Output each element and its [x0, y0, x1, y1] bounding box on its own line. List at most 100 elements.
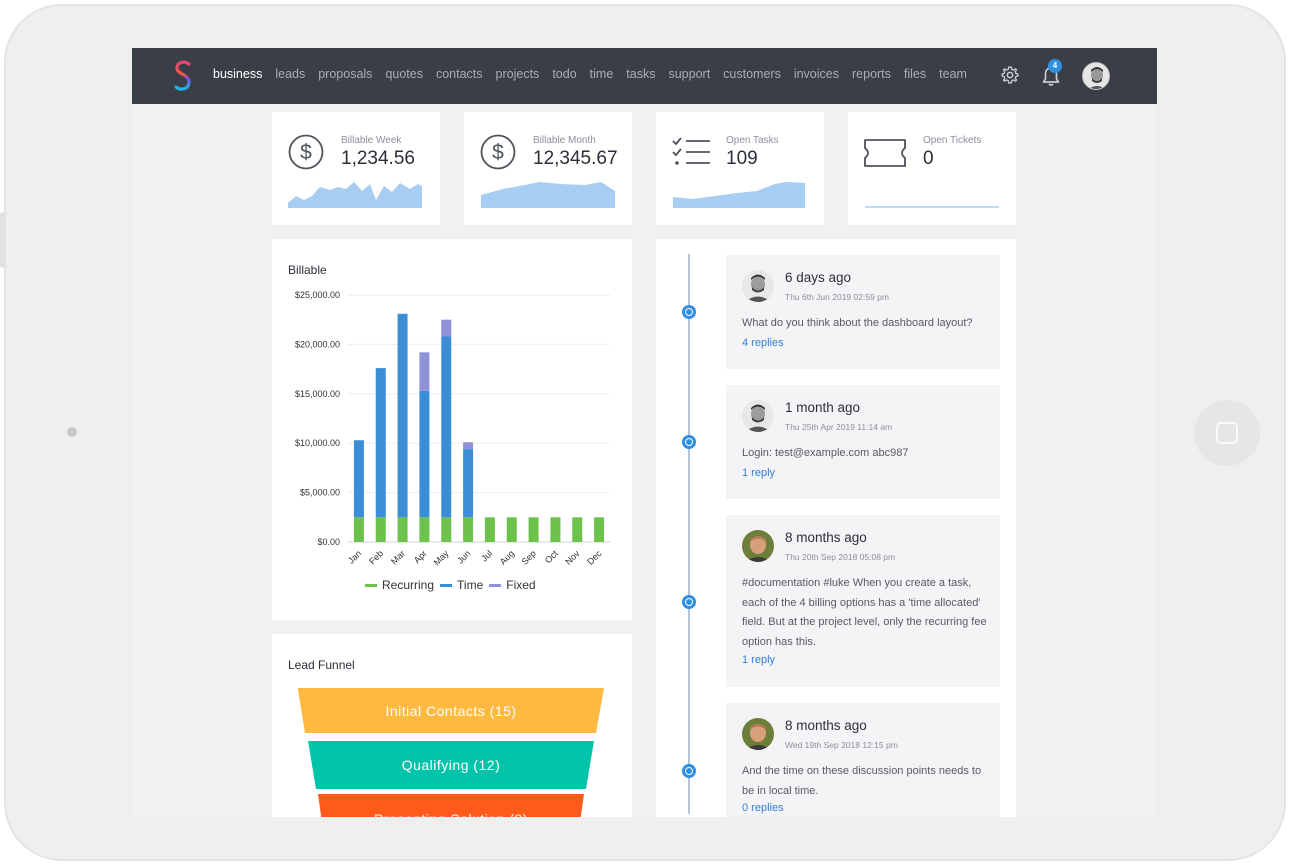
user-avatar[interactable] [1082, 62, 1110, 90]
discussion-relative-time: 6 days ago [785, 270, 852, 285]
nav-leads[interactable]: leads [275, 67, 306, 81]
discussion-relative-time: 8 months ago [785, 530, 867, 545]
timeline-dot [682, 595, 696, 609]
x-tick-label: Sep [520, 548, 538, 566]
billable-bar-chart: $0.00 $5,000.00 $10,000.00 $15,000.00 $20,00… [295, 290, 610, 567]
nav-time[interactable]: time [589, 67, 614, 81]
x-tick-label: May [432, 548, 451, 567]
nav-business[interactable]: business [213, 67, 263, 81]
avatar [742, 530, 774, 562]
stat-value: 12,345.67 [533, 148, 618, 169]
bar-segment-fixed [463, 442, 474, 450]
x-tick-label: Nov [563, 548, 582, 567]
nav-files[interactable]: files [903, 67, 927, 81]
avatar [742, 270, 774, 302]
nav-proposals[interactable]: proposals [318, 67, 373, 81]
funnel-stage-qualifying[interactable]: Qualifying (12) [401, 757, 501, 773]
timeline-dot [682, 435, 696, 449]
timeline-dot [682, 764, 696, 778]
replies-link[interactable]: 4 replies [742, 337, 784, 349]
timeline-dot [682, 305, 696, 319]
discussion-item[interactable]: 6 days ago Thu 6th Jun 2019 02:59 pm Wha… [726, 255, 1000, 369]
x-tick-label: Jan [346, 548, 363, 565]
nav-quotes[interactable]: quotes [385, 67, 423, 81]
stat-label: Open Tasks [726, 135, 779, 146]
nav-reports[interactable]: reports [852, 67, 891, 81]
bar-segment-recurring [550, 517, 561, 542]
avatar [742, 400, 774, 432]
svg-text:$: $ [300, 141, 312, 164]
y-tick-label: $25,000.00 [295, 290, 340, 300]
discussion-date: Wed 19th Sep 2018 12:15 pm [785, 740, 898, 750]
tablet-home-button[interactable] [1194, 400, 1260, 466]
billable-chart-card: Billable $0.00 $5,000.00 $10,000.00 $15,000… [272, 239, 632, 620]
legend-item-fixed[interactable]: Fixed [489, 578, 536, 592]
replies-link[interactable]: 1 reply [742, 467, 776, 479]
discussion-date: Thu 20th Sep 2018 05:08 pm [785, 552, 896, 562]
y-tick-label: $10,000.00 [295, 438, 340, 448]
checklist-icon [672, 137, 710, 165]
app-logo[interactable] [173, 60, 193, 92]
stat-value: 0 [923, 148, 934, 169]
legend-item-time[interactable]: Time [440, 578, 483, 592]
notification-badge: 4 [1048, 59, 1062, 73]
home-button-icon [1216, 422, 1238, 444]
replies-link[interactable]: 1 reply [742, 654, 776, 666]
discussion-relative-time: 8 months ago [785, 718, 867, 733]
nav-tasks[interactable]: tasks [626, 67, 656, 81]
x-tick-label: Oct [543, 548, 560, 565]
bar-segment-recurring [441, 517, 452, 542]
discussion-item[interactable]: 8 months ago Wed 19th Sep 2018 12:15 pm … [726, 703, 1000, 817]
bar-segment-time [375, 368, 386, 518]
stat-label: Open Tickets [923, 135, 982, 146]
nav-support[interactable]: support [668, 67, 711, 81]
app-screen: business leads proposals quotes contacts… [132, 48, 1157, 817]
bar-segment-recurring [397, 517, 408, 542]
discussion-item[interactable]: 8 months ago Thu 20th Sep 2018 05:08 pm … [726, 515, 1000, 687]
x-tick-label: Dec [585, 548, 604, 567]
y-tick-label: $5,000.00 [300, 488, 340, 498]
bar-segment-recurring [484, 517, 495, 542]
funnel-stage-initial-contacts[interactable]: Initial Contacts (15) [385, 702, 517, 719]
chart-legend: Recurring Time Fixed [365, 578, 536, 592]
card-title: Lead Funnel [288, 658, 355, 672]
funnel-shapes [297, 688, 604, 817]
bar-segment-time [397, 313, 408, 518]
legend-label: Fixed [506, 578, 536, 592]
stat-label: Billable Month [533, 135, 596, 146]
nav-invoices[interactable]: invoices [793, 67, 839, 81]
gear-icon[interactable] [1000, 65, 1020, 85]
discussion-item[interactable]: 1 month ago Thu 25th Apr 2019 11:14 am L… [726, 385, 1000, 499]
nav-customers[interactable]: customers [723, 67, 781, 81]
sparkline-chart [481, 182, 615, 208]
bar-segment-recurring [353, 517, 364, 542]
stat-card-billable-week: $ Billable Week 1,234.56 [272, 112, 440, 225]
legend-label: Time [457, 578, 484, 592]
bar-segment-recurring [506, 517, 517, 542]
bar-segment-time [441, 336, 452, 518]
legend-swatch [440, 583, 453, 587]
bar-segment-recurring [594, 517, 605, 542]
bar-segment-recurring [463, 517, 474, 542]
legend-item-recurring[interactable]: Recurring [365, 578, 434, 592]
tablet-side-button [0, 212, 6, 268]
svg-text:$: $ [492, 141, 504, 164]
tablet-camera [67, 427, 77, 437]
funnel-stage-presenting-solution[interactable]: Presenting Solution (8) [318, 794, 584, 817]
stat-value: 109 [726, 148, 758, 169]
replies-link[interactable]: 0 replies [742, 802, 784, 814]
nav-team[interactable]: team [939, 67, 967, 81]
y-tick-label: $20,000.00 [295, 339, 340, 349]
discussion-text: #documentation #luke When you create a t… [742, 577, 987, 648]
nav-todo[interactable]: todo [552, 67, 577, 81]
nav-projects[interactable]: projects [495, 67, 540, 81]
card-title: Billable [288, 263, 327, 277]
x-tick-label: Jul [479, 548, 494, 563]
avatar [742, 718, 774, 750]
x-tick-label: Mar [389, 548, 407, 566]
discussion-text: And the time on these discussion points … [742, 765, 982, 797]
discussion-date: Thu 6th Jun 2019 02:59 pm [785, 292, 889, 302]
bar-segment-time [419, 390, 430, 518]
x-tick-label: Aug [498, 548, 516, 566]
nav-contacts[interactable]: contacts [435, 67, 483, 81]
